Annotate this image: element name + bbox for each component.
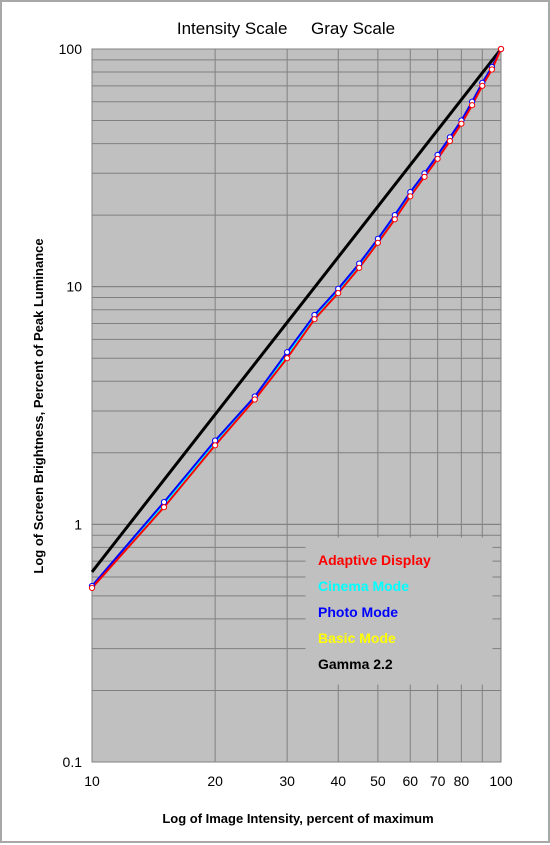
y-axis-label: Log of Screen Brightness, Percent of Pea… <box>31 238 46 573</box>
legend-entry-adaptive-display: Adaptive Display <box>318 552 431 568</box>
legend-entry-basic-mode: Basic Mode <box>318 630 396 646</box>
legend-entry-photo-mode: Photo Mode <box>318 604 398 620</box>
data-point <box>374 239 381 246</box>
data-point <box>160 504 168 511</box>
y-tick-label: 1 <box>74 516 82 532</box>
legend-box <box>305 537 493 685</box>
x-tick-label: 30 <box>279 773 295 789</box>
series-points <box>88 45 505 592</box>
legend-entry-cinema-mode: Cinema Mode <box>318 578 409 594</box>
x-tick-label: 20 <box>207 773 223 789</box>
x-tick-label: 100 <box>489 773 513 789</box>
data-point <box>284 349 291 356</box>
data-point <box>212 442 219 449</box>
data-point <box>335 290 342 297</box>
legend: Adaptive Display Cinema Mode Photo Mode Bas… <box>305 537 493 685</box>
data-point <box>469 102 476 109</box>
data-point <box>88 584 96 592</box>
data-point <box>488 66 495 73</box>
data-point <box>284 355 291 362</box>
series-line-gamma-2-2 <box>90 48 503 573</box>
x-tick-label: 10 <box>84 773 100 789</box>
x-axis-label: Log of Image Intensity, percent of maxim… <box>162 811 433 826</box>
x-tick-label: 80 <box>454 773 470 789</box>
data-point <box>391 216 398 223</box>
x-tick-label: 50 <box>370 773 386 789</box>
data-point <box>407 193 414 200</box>
data-point <box>434 155 441 162</box>
chart-title: Intensity Scale Gray Scale <box>177 19 395 38</box>
legend-entry-gamma-2-2: Gamma 2.2 <box>318 656 393 672</box>
data-point <box>356 264 363 271</box>
x-axis-ticks: 10 20 30 40 50 60 70 80 100 <box>84 773 513 789</box>
data-point <box>458 120 465 127</box>
y-axis-ticks: 0.1 1 10 100 <box>59 41 83 770</box>
data-point <box>497 45 505 53</box>
x-tick-label: 40 <box>330 773 346 789</box>
data-point <box>479 82 486 89</box>
x-tick-label: 70 <box>430 773 446 789</box>
x-tick-label: 60 <box>402 773 418 789</box>
data-point <box>421 173 428 180</box>
data-point <box>311 316 318 323</box>
data-point <box>446 137 453 145</box>
data-point <box>251 396 258 403</box>
y-tick-label: 100 <box>59 41 83 57</box>
data-point <box>160 499 168 506</box>
y-tick-label: 10 <box>66 279 82 295</box>
y-tick-label: 0.1 <box>63 754 83 770</box>
